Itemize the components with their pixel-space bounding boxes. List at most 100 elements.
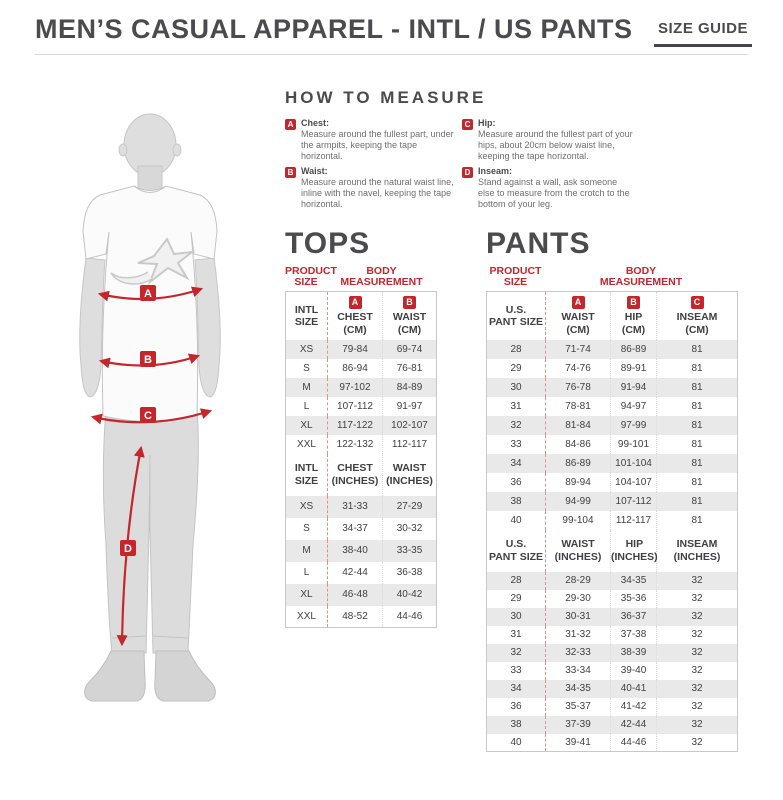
measure-instruction-b: B Waist: Measure around the natural waist …	[285, 166, 462, 209]
value-cell: 86-89	[545, 453, 611, 473]
table-row: M 38-40 33-35	[285, 539, 437, 562]
how-to-measure-items: A Chest: Measure around the fullest part, …	[285, 118, 755, 215]
male-figure-illustration: A B C D	[79, 113, 221, 702]
table-row: 32 81-84 97-99 81	[486, 415, 738, 435]
value-cell: 122-132	[336, 438, 374, 450]
value-cell: 44-46	[382, 605, 437, 628]
value-cell: 32	[656, 661, 738, 680]
value-cell: 39-40	[610, 661, 657, 680]
marker-letter-d: D	[124, 543, 132, 555]
value-cell: 112-117	[382, 434, 437, 454]
size-column-header: INTL SIZE	[285, 453, 328, 496]
measure-badge-a: A	[571, 296, 585, 310]
value-cell: 42-44	[342, 567, 368, 579]
size-cell: XL	[285, 583, 328, 606]
table-row: 30 30-31 36-37 32	[486, 607, 738, 626]
value-cell: 34-35	[545, 679, 611, 698]
measurement-column-header: A WAIST (CM)	[545, 291, 611, 340]
value-cell: 81	[656, 491, 738, 511]
table-row: 34 34-35 40-41 32	[486, 679, 738, 698]
table-row: 40 99-104 112-117 81	[486, 510, 738, 530]
value-cell: 41-42	[610, 697, 657, 716]
value-cell: 89-94	[565, 476, 591, 488]
value-cell: 107-112	[610, 491, 657, 511]
body-measurement-label: BODY MEASUREMENT	[599, 264, 683, 289]
value-cell: 32	[656, 643, 738, 662]
size-cell: 40	[486, 733, 546, 752]
value-cell: 33-35	[382, 539, 437, 562]
table-row: L 42-44 36-38	[285, 561, 437, 584]
size-cell: 32	[486, 643, 546, 662]
measure-badge-c: C	[690, 296, 704, 310]
value-cell: 32	[656, 697, 738, 716]
value-cell: 94-97	[610, 396, 657, 416]
measure-badge-b: B	[627, 296, 640, 310]
value-cell: 40-41	[610, 679, 657, 698]
size-cell: 29	[486, 589, 546, 608]
table-row: 33 84-86 99-101 81	[486, 434, 738, 454]
value-cell: 36-37	[610, 607, 657, 626]
value-cell: 81-84	[545, 415, 611, 435]
table-row: 29 74-76 89-91 81	[486, 358, 738, 378]
table-row: XS 79-84 69-74	[285, 339, 437, 359]
value-cell: 117-122	[327, 415, 383, 435]
instruction-label: Inseam:	[478, 166, 513, 177]
size-cell: 34	[486, 453, 546, 473]
size-cell: XS	[285, 495, 328, 518]
size-guide-tab[interactable]: SIZE GUIDE	[653, 20, 753, 47]
value-cell: 97-102	[327, 377, 383, 397]
size-cell: XL	[285, 415, 328, 435]
measurement-column-header: C INSEAM (CM)	[656, 291, 738, 340]
size-tables: TOPS PRODUCT SIZE BODY MEASUREMENT INTL …	[285, 227, 755, 753]
marker-badge-a: A	[140, 285, 156, 301]
value-cell: 91-97	[382, 396, 437, 416]
value-cell: 71-74	[545, 339, 611, 359]
figure-shoe-left	[84, 650, 146, 702]
marker-badge-b: B	[140, 351, 156, 367]
pants-caption: PRODUCT SIZE BODY MEASUREMENT	[486, 264, 737, 289]
size-cell: L	[285, 561, 328, 584]
measurement-column-header: WAIST (INCHES)	[545, 529, 611, 572]
instruction-text: Stand against a wall, ask someone else t…	[478, 177, 630, 209]
size-cell: 30	[486, 607, 546, 626]
value-cell: 46-48	[327, 583, 383, 606]
page-header: MEN’S CASUAL APPAREL - INTL / US PANTS S…	[35, 14, 753, 55]
measure-badge-a: A	[285, 119, 296, 130]
value-cell: 38-39	[610, 643, 657, 662]
measure-badge-b: B	[285, 167, 296, 179]
value-cell: 81	[656, 453, 738, 473]
table-row: 31 78-81 94-97 81	[486, 396, 738, 416]
value-cell: 28-29	[545, 571, 611, 590]
table-row: 36 35-37 41-42 32	[486, 697, 738, 716]
figure-ear-right	[172, 143, 182, 157]
table-row: XL 117-122 102-107	[285, 415, 437, 435]
value-cell: 112-117	[610, 510, 657, 530]
tops-title: TOPS	[285, 226, 371, 260]
value-cell: 32	[656, 571, 738, 590]
figure-pants	[102, 409, 199, 654]
table-row: S 34-37 30-32	[285, 517, 437, 540]
value-cell: 81	[656, 339, 738, 359]
size-cell: XS	[285, 339, 328, 359]
value-cell: 39-41	[565, 737, 591, 749]
marker-letter-b: B	[144, 354, 152, 366]
table-row: XL 46-48 40-42	[285, 583, 437, 606]
value-cell: 40-42	[382, 583, 437, 606]
inseam-measure-line	[116, 445, 145, 647]
size-cell: 36	[486, 697, 546, 716]
measure-instruction-c: C Hip: Measure around the fullest part of …	[462, 118, 755, 161]
table-row: 31 31-32 37-38 32	[486, 625, 738, 644]
measure-instruction-a: A Chest: Measure around the fullest part, …	[285, 118, 462, 161]
size-cell: 30	[486, 377, 546, 397]
marker-letter-c: C	[144, 410, 152, 422]
size-cell: 36	[486, 472, 546, 492]
value-cell: 34-35	[610, 571, 657, 590]
table-row: 32 32-33 38-39 32	[486, 643, 738, 662]
table-row: M 97-102 84-89	[285, 377, 437, 397]
measurement-column-header: CHEST (INCHES)	[327, 453, 383, 496]
table-row: XXL 48-52 44-46	[285, 605, 437, 628]
value-cell: 42-44	[610, 715, 657, 734]
instruction-label: Waist:	[301, 166, 328, 177]
value-cell: 32	[656, 625, 738, 644]
value-cell: 76-78	[545, 377, 611, 397]
